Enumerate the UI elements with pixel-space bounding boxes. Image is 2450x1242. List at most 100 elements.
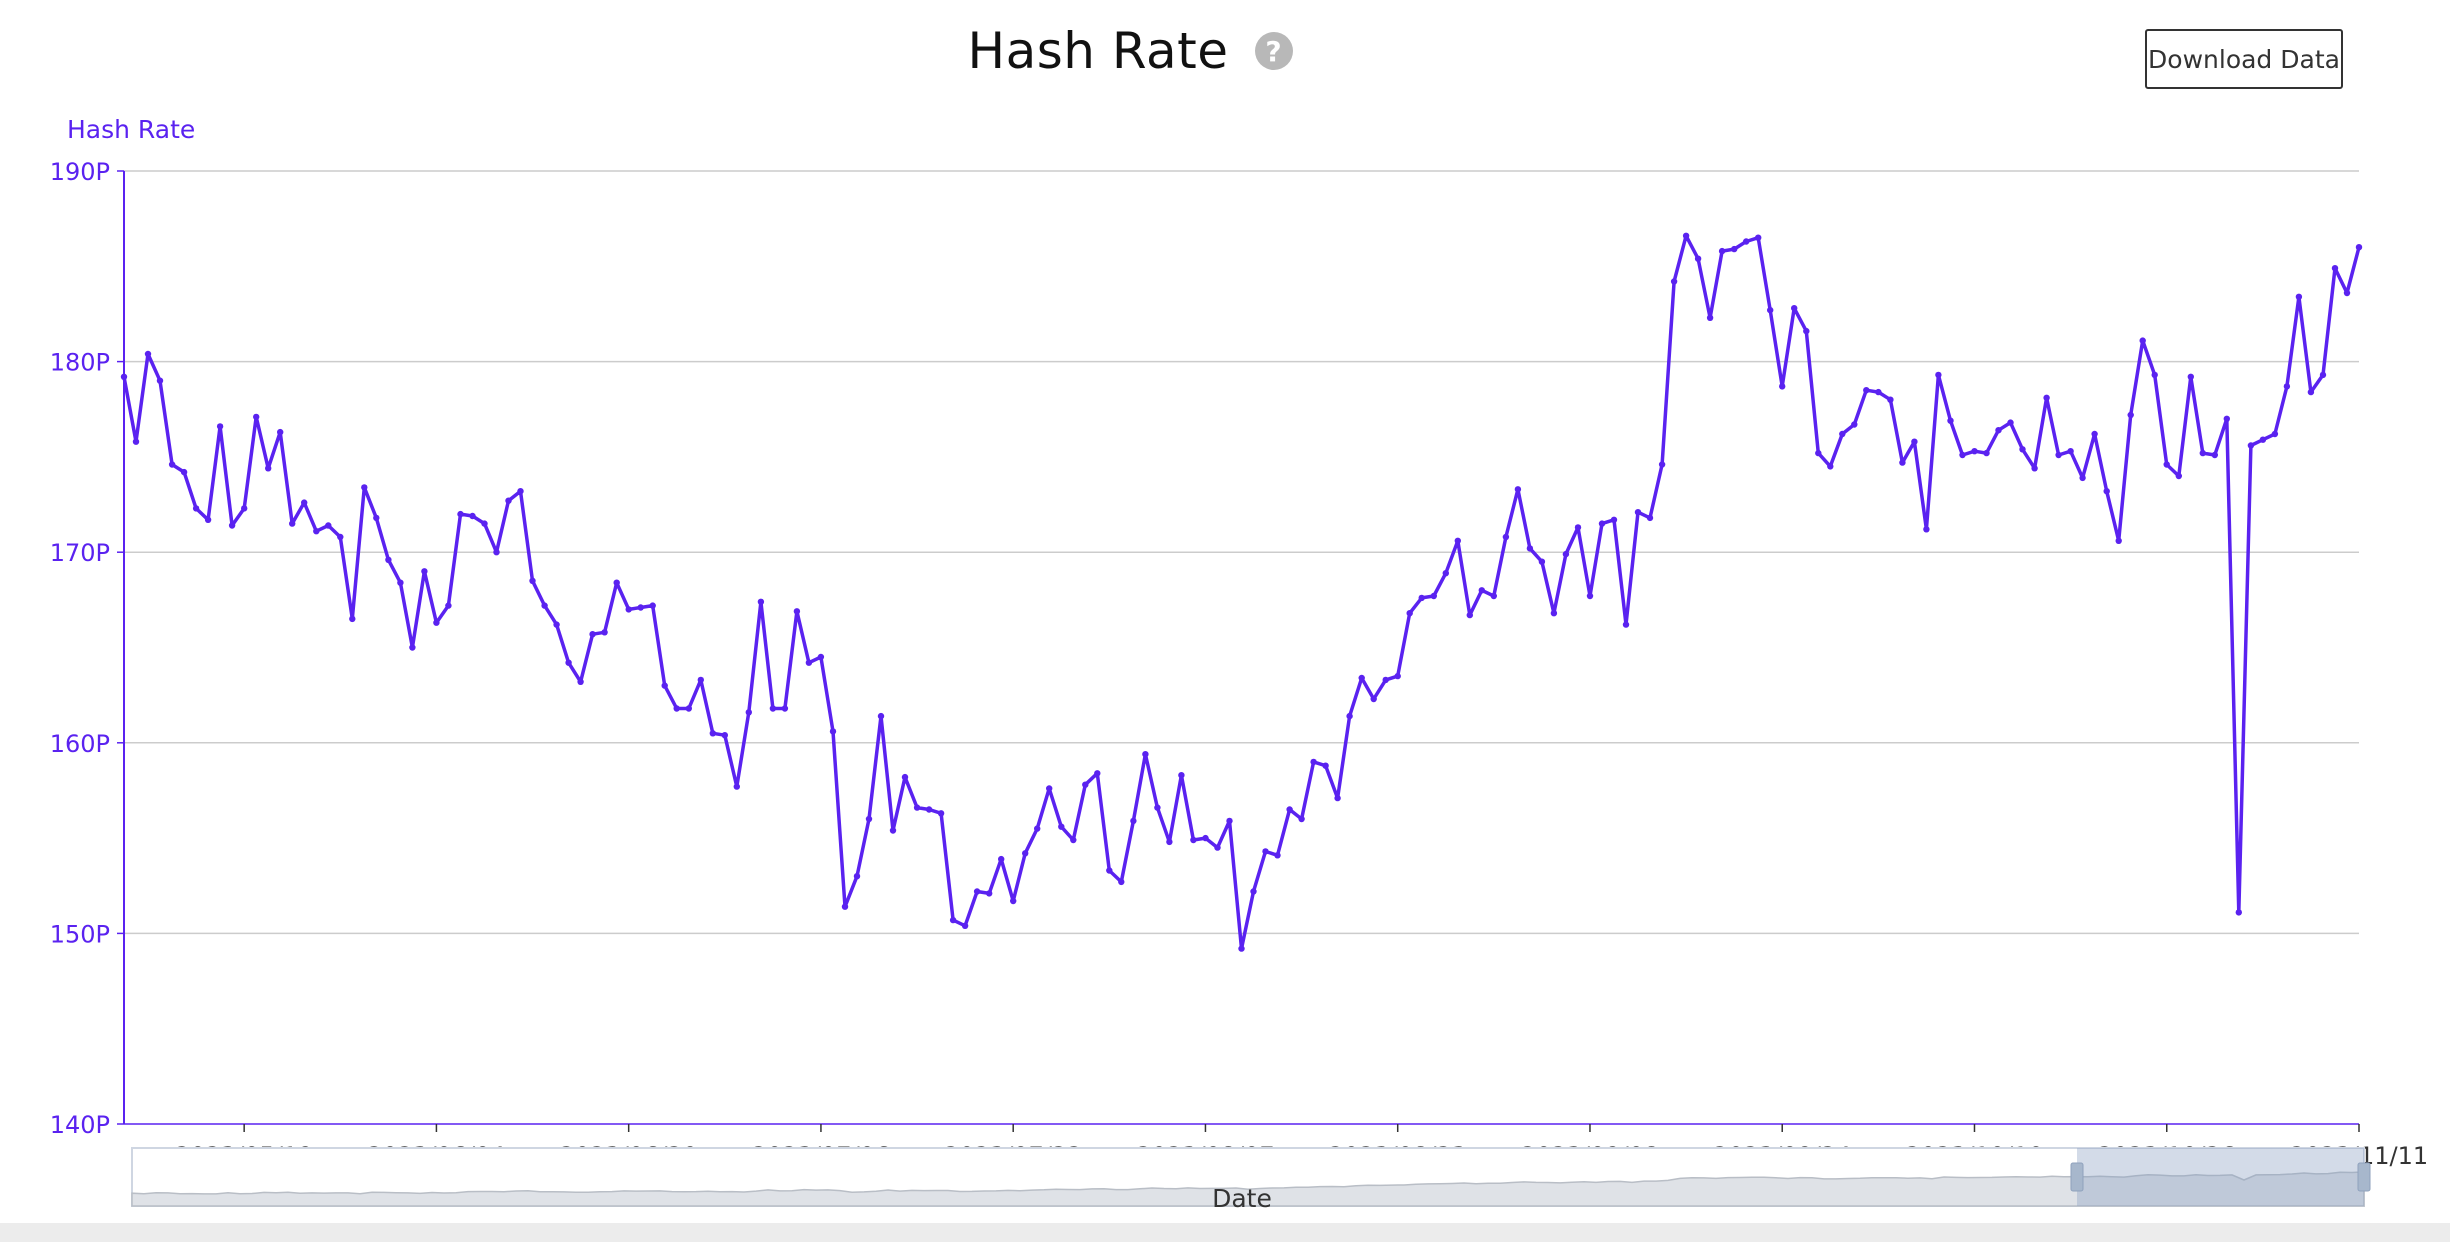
data-point[interactable] <box>901 773 909 781</box>
data-point[interactable] <box>2043 394 2050 401</box>
data-point[interactable] <box>192 505 200 512</box>
data-point[interactable] <box>2007 419 2014 426</box>
data-point[interactable] <box>1550 610 1558 617</box>
data-point[interactable] <box>204 516 212 523</box>
data-point[interactable] <box>2151 371 2158 379</box>
data-point[interactable] <box>1142 751 1149 758</box>
data-point[interactable] <box>1190 836 1197 844</box>
data-point[interactable] <box>1526 545 1534 552</box>
data-point[interactable] <box>457 510 464 518</box>
data-zoom-right-handle[interactable] <box>2357 1162 2371 1192</box>
data-point[interactable] <box>1803 327 1810 335</box>
data-point[interactable] <box>481 520 488 527</box>
data-point[interactable] <box>2199 449 2206 457</box>
data-point[interactable] <box>805 659 813 666</box>
data-point[interactable] <box>337 533 344 541</box>
data-point[interactable] <box>517 488 524 495</box>
data-point[interactable] <box>1959 451 1966 459</box>
data-point[interactable] <box>1322 762 1329 769</box>
data-point[interactable] <box>277 428 284 436</box>
data-point[interactable] <box>2127 411 2134 419</box>
data-point[interactable] <box>1538 558 1546 565</box>
data-point[interactable] <box>1935 371 1942 379</box>
data-point[interactable] <box>2103 488 2110 495</box>
data-point[interactable] <box>1298 815 1305 823</box>
data-point[interactable] <box>385 556 392 563</box>
data-point[interactable] <box>865 815 873 823</box>
data-point[interactable] <box>1718 247 1726 255</box>
data-point[interactable] <box>685 705 692 712</box>
data-point[interactable] <box>1370 695 1377 703</box>
data-point[interactable] <box>1418 594 1425 602</box>
data-point[interactable] <box>1094 770 1101 777</box>
data-point[interactable] <box>1178 772 1185 779</box>
data-point[interactable] <box>625 606 632 613</box>
data-point[interactable] <box>1250 888 1257 895</box>
data-point[interactable] <box>1779 383 1786 390</box>
data-point[interactable] <box>1610 516 1618 523</box>
data-zoom-selection[interactable] <box>2077 1148 2364 1206</box>
data-point[interactable] <box>2019 446 2026 453</box>
data-point[interactable] <box>637 604 644 611</box>
data-point[interactable] <box>1442 570 1450 577</box>
data-point[interactable] <box>1021 850 1029 857</box>
data-point[interactable] <box>1947 417 1954 424</box>
data-point[interactable] <box>445 602 452 609</box>
data-point[interactable] <box>853 873 861 880</box>
data-point[interactable] <box>2115 537 2122 544</box>
data-point[interactable] <box>1034 825 1041 832</box>
data-point[interactable] <box>589 631 596 638</box>
data-point[interactable] <box>1983 449 1990 457</box>
data-point[interactable] <box>1863 387 1870 394</box>
data-point[interactable] <box>313 528 320 535</box>
data-point[interactable] <box>973 888 981 895</box>
data-point[interactable] <box>2295 293 2303 300</box>
data-point[interactable] <box>1995 427 2002 434</box>
data-point[interactable] <box>1694 255 1702 262</box>
data-point[interactable] <box>925 806 933 813</box>
data-point[interactable] <box>986 890 993 897</box>
data-point[interactable] <box>565 659 572 666</box>
data-point[interactable] <box>1658 461 1666 468</box>
data-point[interactable] <box>1274 852 1281 859</box>
data-point[interactable] <box>2283 383 2291 390</box>
question-circle-icon[interactable]: ? <box>1254 32 1293 70</box>
data-point[interactable] <box>1622 621 1630 628</box>
data-zoom-left-handle[interactable] <box>2070 1162 2084 1192</box>
data-point[interactable] <box>661 682 668 689</box>
data-point[interactable] <box>1827 463 1834 470</box>
data-point[interactable] <box>168 461 176 468</box>
data-point[interactable] <box>1755 234 1762 241</box>
data-point[interactable] <box>1670 278 1678 285</box>
data-point[interactable] <box>2139 337 2146 344</box>
data-point[interactable] <box>2211 451 2218 459</box>
data-point[interactable] <box>817 653 825 661</box>
data-point[interactable] <box>1154 804 1161 811</box>
data-point[interactable] <box>613 579 620 586</box>
data-point[interactable] <box>1118 878 1125 886</box>
data-point[interactable] <box>2271 430 2279 438</box>
data-point[interactable] <box>373 514 380 522</box>
data-point[interactable] <box>1394 672 1401 680</box>
data-point[interactable] <box>2223 415 2230 422</box>
data-point[interactable] <box>1887 396 1894 403</box>
data-point[interactable] <box>1286 806 1293 813</box>
data-point[interactable] <box>601 629 608 636</box>
data-point[interactable] <box>1574 524 1582 531</box>
data-point[interactable] <box>1682 232 1690 239</box>
data-point[interactable] <box>2187 373 2194 380</box>
data-point[interactable] <box>2091 430 2098 438</box>
data-point[interactable] <box>2355 244 2363 251</box>
data-point[interactable] <box>361 484 368 491</box>
data-point[interactable] <box>949 916 957 924</box>
data-point[interactable] <box>1106 867 1113 874</box>
data-point[interactable] <box>1899 459 1906 466</box>
data-point[interactable] <box>1911 438 1918 445</box>
data-point[interactable] <box>2247 442 2255 449</box>
data-point[interactable] <box>889 827 897 834</box>
data-point[interactable] <box>1815 449 1822 457</box>
data-point[interactable] <box>2031 465 2038 472</box>
data-point[interactable] <box>1082 781 1089 788</box>
data-point[interactable] <box>1839 430 1846 438</box>
data-point[interactable] <box>228 522 236 529</box>
